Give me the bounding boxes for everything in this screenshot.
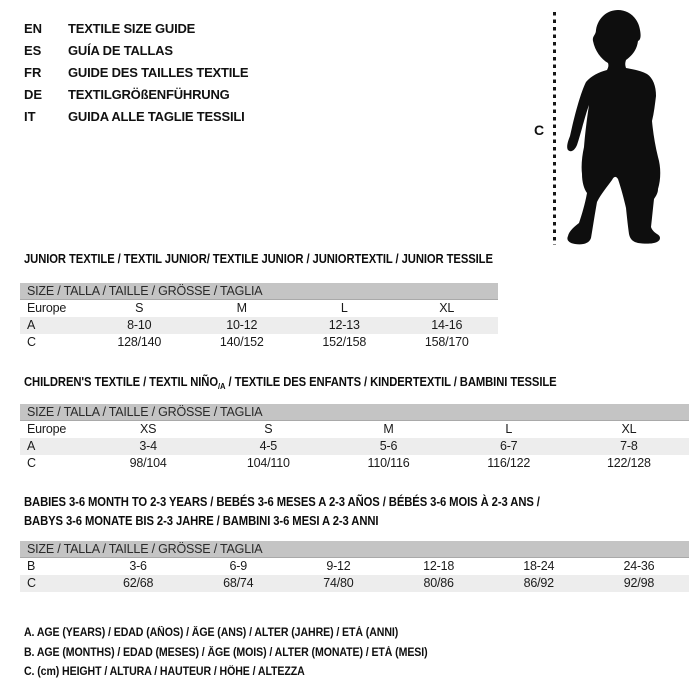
row-label: C bbox=[27, 335, 36, 349]
language-row-de: DE TEXTILGRÖßENFÜHRUNG bbox=[24, 84, 248, 106]
size-cell: 128/140 bbox=[117, 335, 162, 349]
table-row-age-years: A 8-10 10-12 12-13 14-16 bbox=[20, 317, 498, 334]
size-cell: 152/158 bbox=[322, 335, 367, 349]
size-cell: 4-5 bbox=[259, 439, 278, 453]
table-row-height-cm: C 98/104 104/110 110/116 116/122 122/128 bbox=[20, 455, 689, 472]
language-code: EN bbox=[24, 21, 43, 36]
size-cell: 12-13 bbox=[328, 318, 360, 332]
size-cell: XL bbox=[439, 301, 455, 315]
size-cell: 74/80 bbox=[323, 576, 354, 590]
table-header-size: SIZE / TALLA / TAILLE / GRÖSSE / TAGLIA bbox=[20, 283, 498, 300]
row-label: A bbox=[27, 318, 36, 332]
size-cell: 6-9 bbox=[229, 559, 248, 573]
children-title-main: CHILDREN'S TEXTILE / TEXTIL NIÑO bbox=[24, 375, 218, 389]
size-cell: 104/110 bbox=[246, 456, 290, 470]
size-cell: 9-12 bbox=[326, 559, 351, 573]
size-cell: 140/152 bbox=[219, 335, 264, 349]
language-row-it: IT GUIDA ALLE TAGLIE TESSILI bbox=[24, 106, 248, 128]
row-label: C bbox=[27, 576, 36, 590]
table-row-age-years: A 3-4 4-5 5-6 6-7 7-8 bbox=[20, 438, 689, 455]
size-cell: S bbox=[135, 301, 144, 315]
size-cell: L bbox=[340, 301, 348, 315]
size-cell: 24-36 bbox=[623, 559, 655, 573]
language-code: FR bbox=[24, 65, 42, 80]
children-title-rest: / TEXTILE DES ENFANTS / KINDERTEXTIL / B… bbox=[225, 375, 557, 389]
size-cell: 116/122 bbox=[487, 456, 531, 470]
row-label: C bbox=[27, 456, 36, 470]
toddler-silhouette-icon bbox=[567, 10, 661, 245]
size-cell: S bbox=[264, 422, 273, 436]
babies-title-line1: BABIES 3-6 MONTH TO 2-3 YEARS / BEBÉS 3-… bbox=[24, 495, 540, 509]
language-title: GUÍA DE TALLAS bbox=[68, 43, 173, 58]
table-header-size: SIZE / TALLA / TAILLE / GRÖSSE / TAGLIA bbox=[20, 541, 689, 558]
babies-section-title: BABIES 3-6 MONTH TO 2-3 YEARS / BEBÉS 3-… bbox=[24, 493, 540, 531]
size-cell: M bbox=[383, 422, 394, 436]
babies-size-table: SIZE / TALLA / TAILLE / GRÖSSE / TAGLIA … bbox=[20, 541, 689, 592]
table-row-height-cm: C 128/140 140/152 152/158 158/170 bbox=[20, 334, 498, 351]
language-row-en: EN TEXTILE SIZE GUIDE bbox=[24, 18, 248, 40]
size-cell: 92/98 bbox=[623, 576, 655, 590]
size-cell: 98/104 bbox=[129, 456, 167, 470]
children-title-subscript: /A bbox=[217, 380, 226, 391]
size-cell: 122/128 bbox=[607, 456, 651, 470]
row-label: Europe bbox=[27, 422, 67, 436]
table-header-size: SIZE / TALLA / TAILLE / GRÖSSE / TAGLIA bbox=[20, 404, 689, 421]
row-label: A bbox=[27, 439, 36, 453]
size-cell: 158/170 bbox=[424, 335, 469, 349]
size-cell: 10-12 bbox=[226, 318, 258, 332]
size-cell: 7-8 bbox=[620, 439, 638, 453]
table-row-europe: Europe S M L XL bbox=[20, 300, 498, 317]
row-label: Europe bbox=[27, 301, 67, 315]
size-cell: 5-6 bbox=[379, 439, 398, 453]
size-cell: 6-7 bbox=[499, 439, 518, 453]
language-row-es: ES GUÍA DE TALLAS bbox=[24, 40, 248, 62]
language-row-fr: FR GUIDE DES TAILLES TEXTILE bbox=[24, 62, 249, 84]
language-title: TEXTILE SIZE GUIDE bbox=[68, 21, 196, 36]
size-cell: 8-10 bbox=[127, 318, 152, 332]
legend-height-cm: C. (cm) HEIGHT / ALTURA / HAUTEUR / HÖHE… bbox=[24, 666, 305, 678]
junior-size-table: SIZE / TALLA / TAILLE / GRÖSSE / TAGLIA … bbox=[20, 283, 498, 351]
table-row-height-cm: C 62/68 68/74 74/80 80/86 86/92 92/98 bbox=[20, 575, 689, 592]
size-cell: XS bbox=[139, 422, 157, 436]
legend-age-months: B. AGE (MONTHS) / EDAD (MESES) / ÂGE (MO… bbox=[24, 646, 428, 659]
language-title-list: EN TEXTILE SIZE GUIDE ES GUÍA DE TALLAS … bbox=[24, 18, 249, 128]
language-title: GUIDA ALLE TAGLIE TESSILI bbox=[68, 109, 245, 124]
size-cell: 3-6 bbox=[129, 559, 147, 573]
children-section-title: CHILDREN'S TEXTILE / TEXTIL NIÑO/A / TEX… bbox=[24, 375, 557, 391]
size-cell: 14-16 bbox=[431, 318, 463, 332]
table-row-age-months: B 3-6 6-9 9-12 12-18 18-24 24-36 bbox=[20, 558, 689, 575]
legend-age-years: A. AGE (YEARS) / EDAD (AÑOS) / ÂGE (ANS)… bbox=[24, 627, 399, 639]
size-cell: 80/86 bbox=[423, 576, 454, 590]
size-cell: L bbox=[505, 422, 513, 436]
row-label: B bbox=[27, 559, 36, 573]
language-title: TEXTILGRÖßENFÜHRUNG bbox=[68, 87, 230, 102]
table-row-europe: Europe XS S M L XL bbox=[20, 421, 689, 438]
measurement-legend: A. AGE (YEARS) / EDAD (AÑOS) / ÂGE (ANS)… bbox=[24, 624, 463, 683]
language-title: GUIDE DES TAILLES TEXTILE bbox=[68, 65, 249, 80]
size-cell: 68/74 bbox=[223, 576, 254, 590]
children-size-table: SIZE / TALLA / TAILLE / GRÖSSE / TAGLIA … bbox=[20, 404, 689, 472]
size-cell: M bbox=[236, 301, 247, 315]
size-cell: 12-18 bbox=[423, 559, 455, 573]
height-measure-dashed-line bbox=[553, 12, 556, 245]
language-code: IT bbox=[24, 109, 36, 124]
babies-title-line2: BABYS 3-6 MONATE BIS 2-3 JAHRE / BAMBINI… bbox=[24, 514, 379, 528]
language-code: DE bbox=[24, 87, 43, 102]
height-measure-label-c: C bbox=[533, 122, 545, 138]
size-cell: 86/92 bbox=[523, 576, 554, 590]
size-cell: 110/116 bbox=[367, 456, 410, 470]
language-code: ES bbox=[24, 43, 42, 58]
size-cell: XL bbox=[621, 422, 637, 436]
size-cell: 3-4 bbox=[139, 439, 157, 453]
size-cell: 18-24 bbox=[523, 559, 555, 573]
junior-section-title: JUNIOR TEXTILE / TEXTIL JUNIOR/ TEXTILE … bbox=[24, 252, 493, 266]
size-cell: 62/68 bbox=[122, 576, 154, 590]
